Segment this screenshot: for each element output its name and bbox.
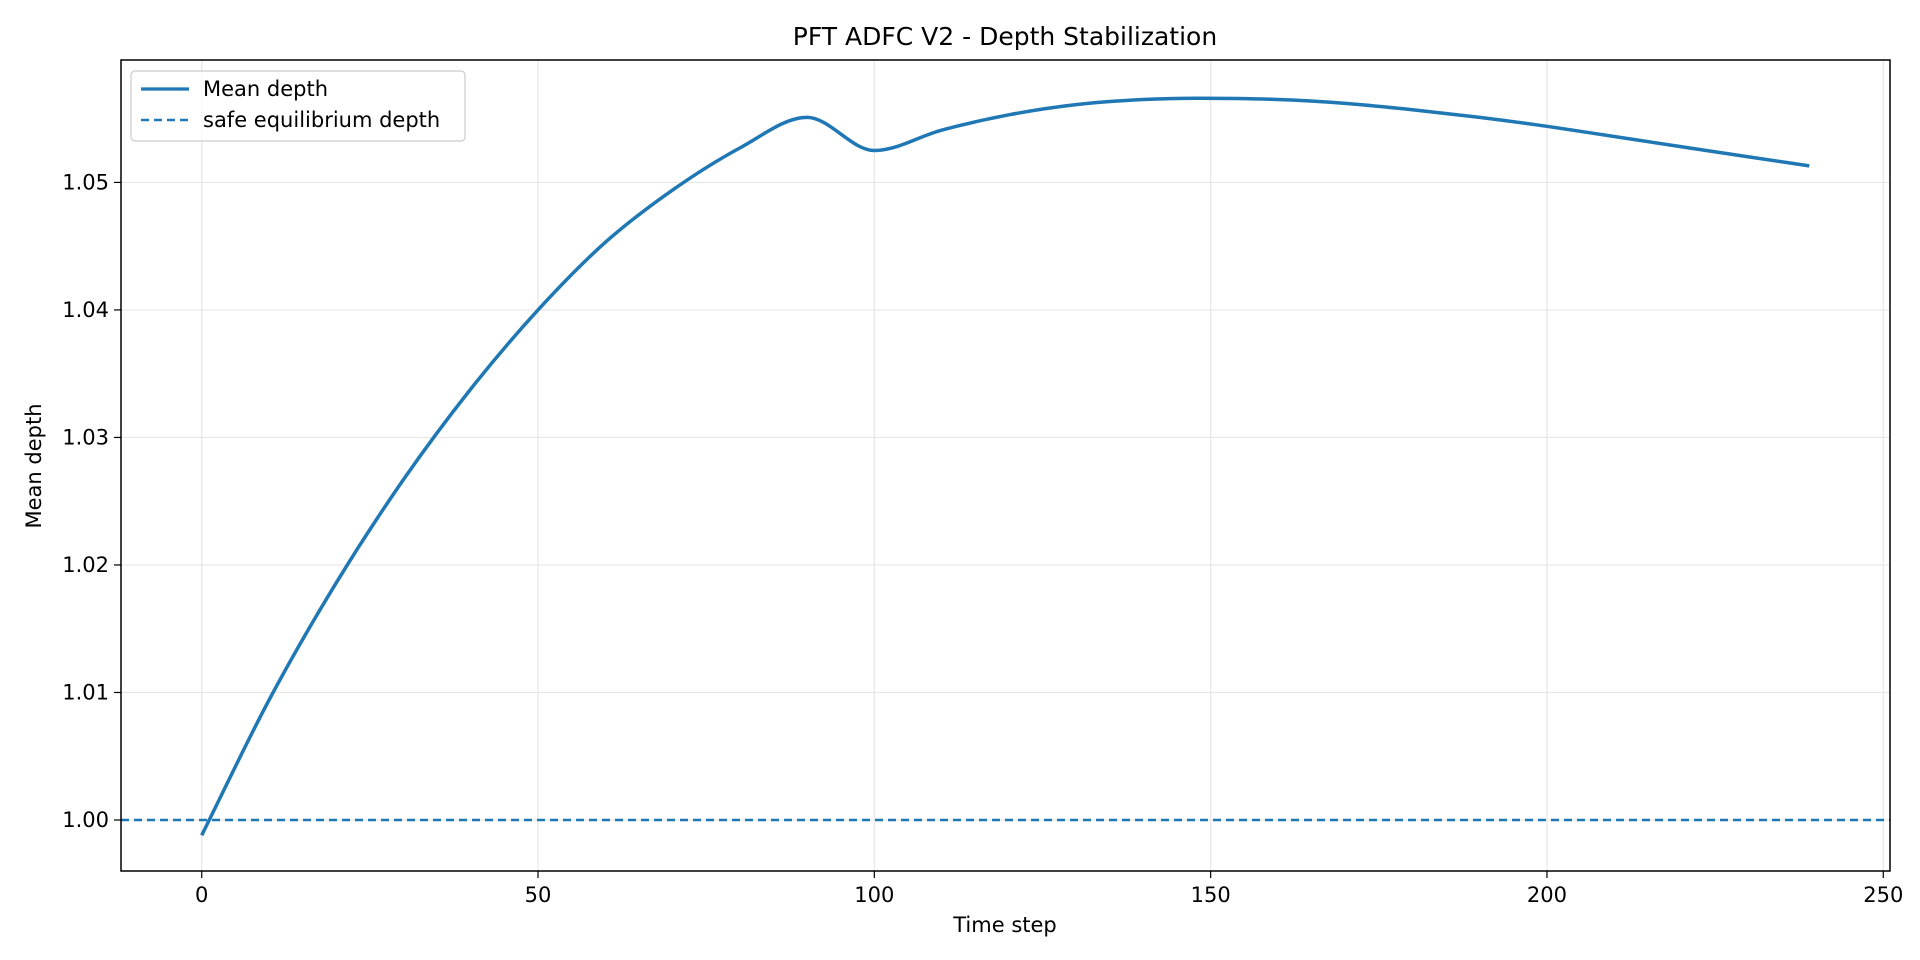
y-axis-ticks: 1.00 1.01 1.02 1.03 1.04 1.05 bbox=[62, 170, 121, 832]
legend-box bbox=[130, 70, 466, 142]
y-tick-label: 1.04 bbox=[62, 298, 109, 322]
x-axis-ticks: 0 50 100 150 200 250 bbox=[195, 871, 1903, 907]
x-tick-label: 200 bbox=[1527, 883, 1567, 907]
grid-layer bbox=[121, 60, 1890, 871]
y-tick-label: 1.02 bbox=[62, 553, 109, 577]
x-axis-label: Time step bbox=[952, 913, 1057, 937]
x-tick-label: 250 bbox=[1863, 883, 1903, 907]
y-axis-label: Mean depth bbox=[22, 403, 46, 528]
legend-label-safe-equilibrium: safe equilibrium depth bbox=[203, 108, 440, 132]
y-tick-label: 1.01 bbox=[62, 680, 109, 704]
legend-label-mean-depth: Mean depth bbox=[203, 77, 328, 101]
x-tick-label: 100 bbox=[854, 883, 894, 907]
series-layer bbox=[200, 96, 1810, 837]
x-tick-label: 0 bbox=[195, 883, 208, 907]
legend: Mean depth safe equilibrium depth bbox=[130, 70, 466, 142]
y-tick-label: 1.00 bbox=[62, 808, 109, 832]
y-tick-label: 1.05 bbox=[62, 170, 109, 194]
series-line-mean-depth bbox=[200, 96, 1810, 837]
y-tick-label: 1.03 bbox=[62, 425, 109, 449]
chart-title: PFT ADFC V2 - Depth Stabilization bbox=[793, 22, 1217, 51]
x-tick-label: 50 bbox=[525, 883, 552, 907]
x-tick-label: 150 bbox=[1191, 883, 1231, 907]
plot-frame bbox=[120, 59, 1891, 872]
